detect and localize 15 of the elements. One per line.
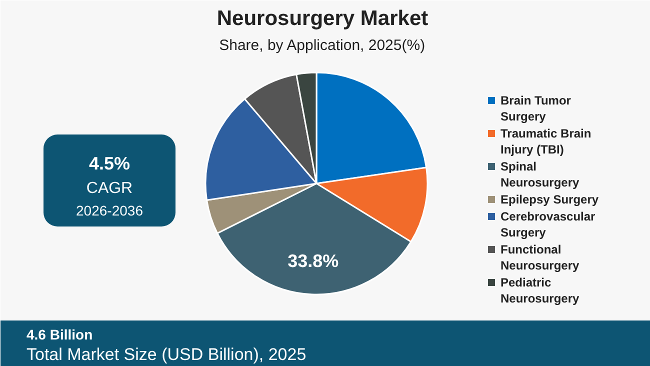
chart-title: Neurosurgery Market [216,7,428,30]
text: Total Market Size (USD Billion), 2025 [26,345,306,364]
chart-subtitle: Share, by Application, 2025(%) [219,37,426,54]
text: 2026-2036 [76,202,144,218]
legend-label: Traumatic Brain Injury (TBI) [500,126,592,156]
legend-label: Pediatric Neurosurgery [500,276,580,306]
legend-label: Functional Neurosurgery [500,242,580,272]
text: 4.6 Billion [26,326,93,342]
text: 4.5% [88,154,130,174]
legend-label: Epilepsy Surgery [500,192,599,206]
legend-label: Brain Tumor Surgery [500,94,572,124]
text: CAGR [86,180,133,197]
data-label: 33.8% [288,251,339,272]
legend-label: Cerebrovascular Surgery [500,210,596,240]
legend-label: Spinal Neurosurgery [500,160,580,190]
